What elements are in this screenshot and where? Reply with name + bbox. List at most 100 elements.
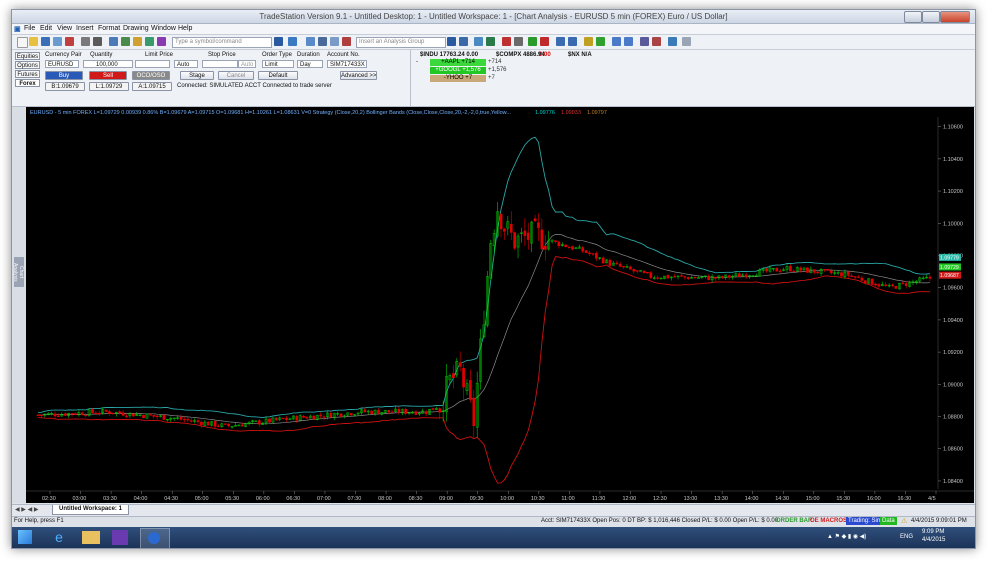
clock-date[interactable]: 4/4/2015 (922, 537, 946, 543)
save-icon[interactable] (41, 37, 50, 46)
googl-badge[interactable]: +GOOGL +1,576 (430, 67, 486, 74)
window-icon[interactable] (330, 37, 339, 46)
ask-price-button[interactable]: A:1.09715 (132, 82, 172, 91)
candle-body (509, 223, 513, 233)
menu-drawing[interactable]: Drawing (123, 25, 149, 32)
stage-button[interactable]: Stage (180, 71, 214, 80)
print-icon[interactable] (81, 37, 90, 46)
zoom-in-icon[interactable] (612, 37, 621, 46)
price-chart[interactable]: EURUSD - 5 min FOREX L=1.09729 0.00939 0… (26, 107, 974, 503)
color-icon[interactable] (596, 37, 605, 46)
folder-icon[interactable] (82, 531, 100, 544)
tab-forex[interactable]: Forex (15, 79, 40, 87)
settings-icon[interactable] (514, 37, 523, 46)
performance-icon[interactable] (486, 37, 495, 46)
menu-insert[interactable]: Insert (76, 25, 94, 32)
workspace-tab[interactable]: Untitled Workspace: 1 (52, 505, 129, 515)
cursor-icon[interactable] (556, 37, 565, 46)
chart-side-tab[interactable]: Chart Analysis (12, 257, 24, 287)
zoom-icon[interactable] (288, 37, 297, 46)
tab-futures[interactable]: Futures (15, 70, 40, 78)
bid-price-button[interactable]: B:1.09679 (45, 82, 85, 91)
tools-icon[interactable] (640, 37, 649, 46)
layout-icon[interactable] (306, 37, 315, 46)
chart-icon[interactable] (109, 37, 118, 46)
radar-icon[interactable] (121, 37, 130, 46)
analysis-group-input[interactable]: Insert an Analysis Group (356, 37, 446, 48)
cancel-button[interactable]: Cancel (218, 71, 254, 80)
currency-pair-input[interactable]: EURUSD (45, 60, 79, 68)
tab-options[interactable]: Options (15, 61, 40, 69)
account-select[interactable]: SIM717433X (327, 60, 367, 68)
language-indicator[interactable]: ENG (900, 534, 914, 540)
print-preview-icon[interactable] (93, 37, 102, 46)
close-button[interactable] (940, 11, 970, 23)
maximize-button[interactable] (922, 11, 940, 23)
menu-window[interactable]: Window (151, 25, 176, 32)
menu-file[interactable]: File (24, 25, 36, 32)
scanner-icon[interactable] (145, 37, 154, 46)
desktop-icon[interactable] (53, 37, 62, 46)
menu-format[interactable]: Format (98, 25, 121, 32)
trading-status[interactable]: Trading: Sim (846, 517, 884, 525)
wrench-icon[interactable] (652, 37, 661, 46)
extra-icon[interactable] (682, 37, 691, 46)
analysis-go-icon[interactable] (447, 37, 456, 46)
open-icon[interactable] (29, 37, 38, 46)
oco-oso-button[interactable]: OCO/OSO (132, 71, 170, 80)
tab-equities[interactable]: Equities (15, 52, 40, 60)
minimize-button[interactable] (904, 11, 922, 23)
alert-icon[interactable] (133, 37, 142, 46)
menu-help[interactable]: Help (178, 25, 193, 32)
new-icon[interactable] (17, 37, 28, 48)
visual-studio-icon[interactable] (112, 530, 128, 545)
yhoo-badge[interactable]: -YHOO +7 (430, 75, 486, 82)
quantity-input[interactable]: 100,000 (83, 60, 133, 68)
menu-edit[interactable]: Edit (40, 25, 53, 32)
bar-icon[interactable] (528, 37, 537, 46)
candle-body (799, 267, 802, 271)
tradestation-task[interactable] (140, 528, 170, 548)
grid-icon[interactable] (318, 37, 327, 46)
tab-nav-icon[interactable]: ◀ ▶ ◀ ▶ (15, 507, 39, 513)
aapl-badge[interactable]: +AAPL +714 (430, 59, 486, 66)
go-icon[interactable] (274, 37, 283, 46)
order-bar-status[interactable]: ORDER BAR (776, 518, 813, 524)
last-price-button[interactable]: L:1.09729 (89, 82, 129, 91)
ie-icon[interactable]: e (55, 529, 63, 545)
stop-auto-field[interactable]: Auto (238, 60, 256, 68)
buy-icon[interactable] (502, 37, 511, 46)
candle-body (673, 276, 677, 278)
advanced-button[interactable]: Advanced >> (340, 71, 377, 80)
fib-icon[interactable] (584, 37, 593, 46)
sell-button[interactable]: Sell (89, 71, 127, 80)
limit-price-input[interactable] (135, 60, 170, 68)
limit-auto-field[interactable]: Auto (174, 60, 198, 68)
symbol-input[interactable]: Type a symbol/command (172, 37, 272, 48)
menu-view[interactable]: View (57, 25, 73, 32)
help-icon[interactable] (668, 37, 677, 46)
candle-icon[interactable] (540, 37, 549, 46)
duration-select[interactable]: Day (297, 60, 323, 68)
tray-icons[interactable]: ▲ ⚑ ◆ ▮ ◉ ◀) (827, 534, 867, 540)
workspace-icon[interactable] (65, 37, 74, 46)
buy-button[interactable]: Buy (45, 71, 83, 80)
trendline-icon[interactable] (568, 37, 577, 46)
start-icon[interactable] (18, 530, 32, 544)
candle-body (230, 426, 234, 428)
chart-area[interactable]: EURUSD - 5 min FOREX L=1.09729 0.00939 0… (26, 107, 974, 503)
warning-icon[interactable]: ⚠ (901, 518, 908, 525)
strategy-icon[interactable] (474, 37, 483, 46)
oe-macros-status[interactable]: OE MACROS (810, 518, 848, 524)
candle-body (74, 413, 77, 415)
default-button[interactable]: Default (258, 71, 298, 80)
indicator-icon[interactable] (342, 37, 351, 46)
order-type-select[interactable]: Limit (262, 60, 294, 68)
zoom-out-icon[interactable] (624, 37, 633, 46)
clock-time[interactable]: 9:09 PM (922, 529, 945, 535)
data-status[interactable]: Data (880, 517, 897, 525)
analysis-icon[interactable] (459, 37, 468, 46)
matrix-icon[interactable] (157, 37, 166, 46)
stop-price-input[interactable] (202, 60, 238, 68)
candle-body (254, 420, 258, 422)
